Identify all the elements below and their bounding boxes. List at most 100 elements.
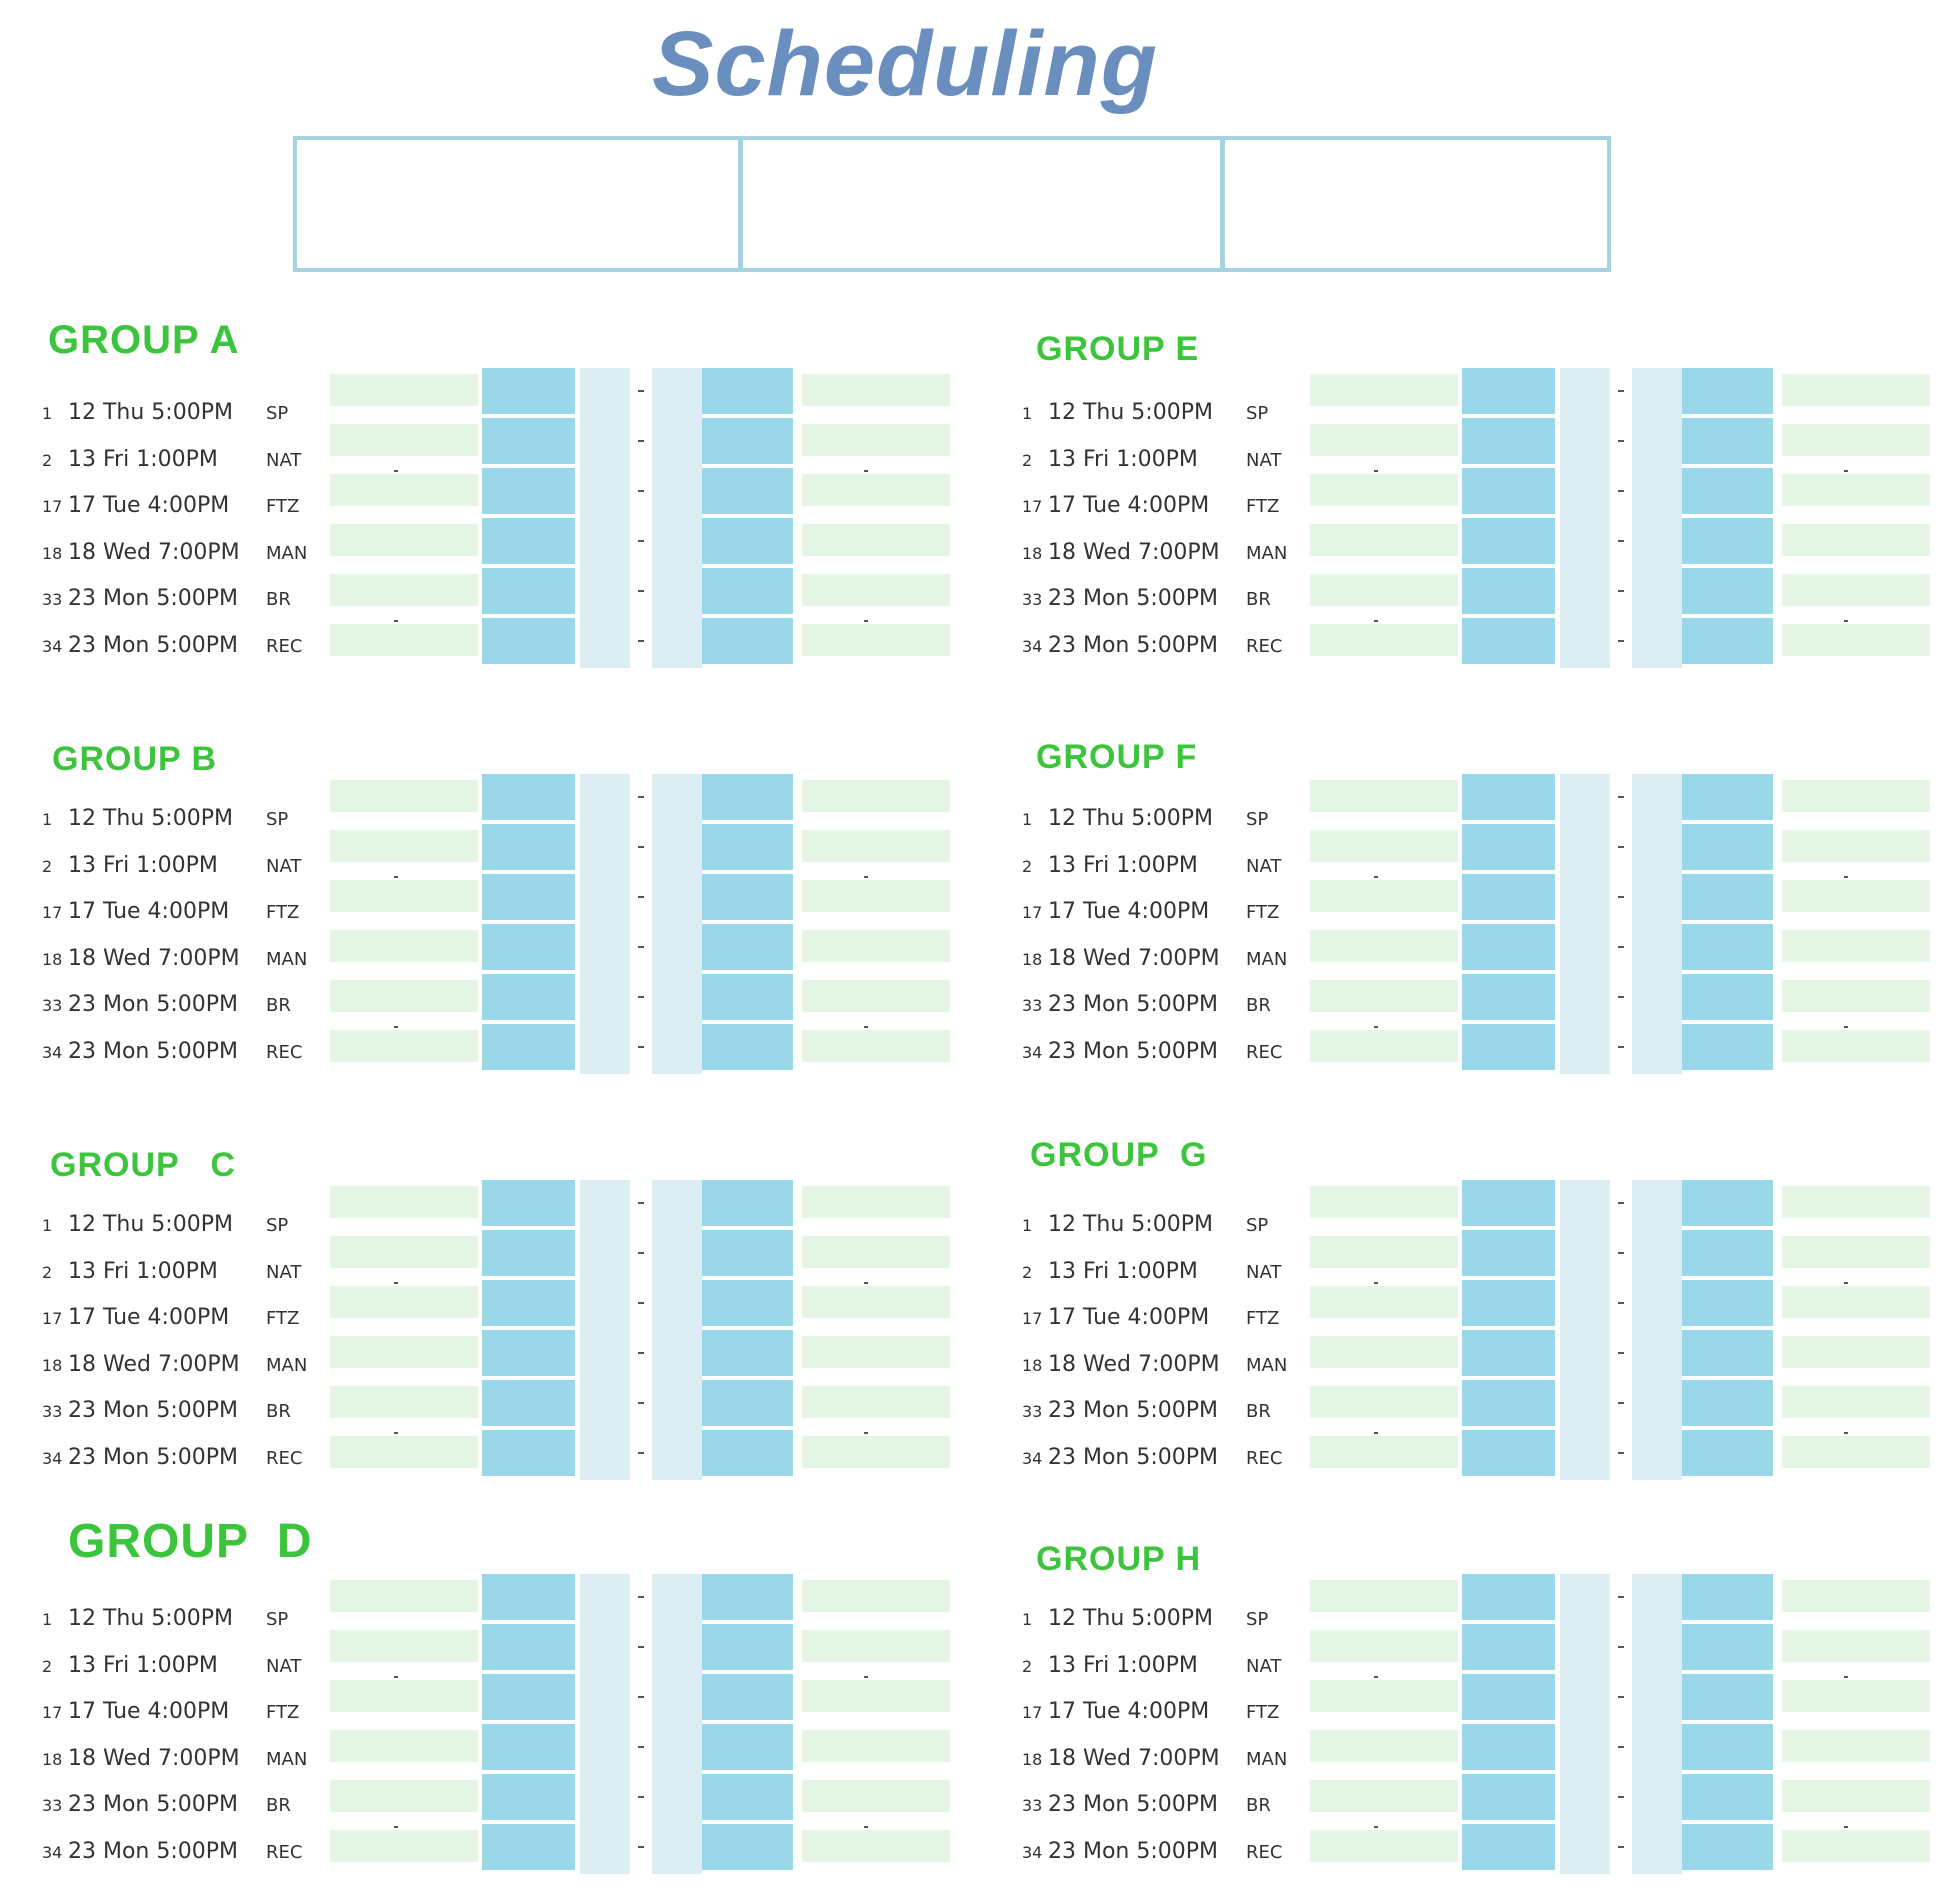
team-cell-home[interactable] [1462, 1230, 1555, 1276]
team-cell-home[interactable] [1462, 874, 1555, 920]
score-cell-home[interactable] [1310, 1186, 1458, 1218]
score-cell-away[interactable] [802, 374, 950, 406]
score-cell-away[interactable] [1782, 880, 1930, 912]
score-cell-home[interactable] [330, 424, 478, 456]
score-cell-home[interactable] [1310, 1830, 1458, 1862]
team-cell-home[interactable] [482, 518, 575, 564]
team-cell-away[interactable] [700, 468, 793, 514]
score-cell-home[interactable] [1310, 624, 1458, 656]
score-cell-home[interactable] [330, 1186, 478, 1218]
team-cell-home[interactable] [482, 1574, 575, 1620]
team-cell-away[interactable] [1680, 1774, 1773, 1820]
score-cell-away[interactable] [802, 1680, 950, 1712]
team-cell-away[interactable] [700, 1280, 793, 1326]
score-cell-home[interactable] [330, 1436, 478, 1468]
score-cell-home[interactable] [1310, 1236, 1458, 1268]
team-cell-home[interactable] [482, 874, 575, 920]
score-cell-away[interactable] [802, 524, 950, 556]
team-cell-away[interactable] [1680, 1380, 1773, 1426]
score-cell-home[interactable] [330, 1830, 478, 1862]
score-cell-home[interactable] [1310, 1436, 1458, 1468]
team-cell-home[interactable] [1462, 1724, 1555, 1770]
team-cell-away[interactable] [1680, 1674, 1773, 1720]
score-cell-home[interactable] [330, 374, 478, 406]
team-cell-away[interactable] [700, 1574, 793, 1620]
score-cell-home[interactable] [330, 880, 478, 912]
score-cell-away[interactable] [1782, 474, 1930, 506]
team-cell-home[interactable] [482, 924, 575, 970]
team-cell-home[interactable] [1462, 468, 1555, 514]
score-cell-home[interactable] [330, 1030, 478, 1062]
score-cell-away[interactable] [802, 980, 950, 1012]
team-cell-home[interactable] [1462, 1624, 1555, 1670]
team-cell-away[interactable] [700, 568, 793, 614]
score-cell-away[interactable] [1782, 1780, 1930, 1812]
team-cell-away[interactable] [1680, 924, 1773, 970]
score-cell-away[interactable] [802, 1436, 950, 1468]
score-cell-away[interactable] [802, 930, 950, 962]
team-cell-away[interactable] [700, 418, 793, 464]
team-cell-home[interactable] [1462, 924, 1555, 970]
team-cell-away[interactable] [700, 518, 793, 564]
team-cell-home[interactable] [1462, 974, 1555, 1020]
score-cell-away[interactable] [1782, 780, 1930, 812]
team-cell-away[interactable] [1680, 418, 1773, 464]
team-cell-home[interactable] [1462, 1574, 1555, 1620]
team-cell-away[interactable] [1680, 1430, 1773, 1476]
team-cell-home[interactable] [1462, 368, 1555, 414]
score-cell-home[interactable] [1310, 1336, 1458, 1368]
team-cell-away[interactable] [1680, 518, 1773, 564]
team-cell-home[interactable] [1462, 1330, 1555, 1376]
score-cell-home[interactable] [1310, 830, 1458, 862]
team-cell-home[interactable] [1462, 518, 1555, 564]
score-cell-home[interactable] [330, 1286, 478, 1318]
score-cell-away[interactable] [1782, 1286, 1930, 1318]
team-cell-home[interactable] [482, 418, 575, 464]
score-cell-away[interactable] [802, 1286, 950, 1318]
score-cell-home[interactable] [1310, 1286, 1458, 1318]
score-cell-home[interactable] [1310, 1030, 1458, 1062]
score-cell-home[interactable] [330, 1386, 478, 1418]
score-cell-home[interactable] [1310, 1730, 1458, 1762]
score-cell-home[interactable] [330, 1236, 478, 1268]
team-cell-home[interactable] [482, 1674, 575, 1720]
score-cell-away[interactable] [802, 1186, 950, 1218]
team-cell-away[interactable] [1680, 824, 1773, 870]
team-cell-away[interactable] [1680, 1280, 1773, 1326]
team-cell-away[interactable] [1680, 1724, 1773, 1770]
team-cell-away[interactable] [700, 1380, 793, 1426]
score-cell-away[interactable] [802, 880, 950, 912]
header-cell-2[interactable] [738, 140, 1220, 268]
team-cell-home[interactable] [1462, 1774, 1555, 1820]
score-cell-away[interactable] [802, 1030, 950, 1062]
score-cell-home[interactable] [330, 780, 478, 812]
header-cell-3[interactable] [1220, 140, 1607, 268]
score-cell-away[interactable] [802, 1830, 950, 1862]
team-cell-away[interactable] [700, 1180, 793, 1226]
score-cell-away[interactable] [802, 1780, 950, 1812]
score-cell-away[interactable] [1782, 930, 1930, 962]
team-cell-away[interactable] [1680, 974, 1773, 1020]
team-cell-home[interactable] [1462, 1430, 1555, 1476]
score-cell-home[interactable] [1310, 930, 1458, 962]
score-cell-away[interactable] [1782, 524, 1930, 556]
score-cell-away[interactable] [1782, 1030, 1930, 1062]
score-cell-home[interactable] [1310, 574, 1458, 606]
score-cell-away[interactable] [1782, 424, 1930, 456]
team-cell-away[interactable] [1680, 568, 1773, 614]
score-cell-home[interactable] [330, 1580, 478, 1612]
score-cell-home[interactable] [1310, 1780, 1458, 1812]
team-cell-home[interactable] [482, 1624, 575, 1670]
score-cell-home[interactable] [330, 980, 478, 1012]
score-cell-away[interactable] [802, 830, 950, 862]
score-cell-away[interactable] [1782, 830, 1930, 862]
score-cell-home[interactable] [330, 524, 478, 556]
score-cell-away[interactable] [1782, 374, 1930, 406]
team-cell-home[interactable] [1462, 568, 1555, 614]
score-cell-away[interactable] [802, 1336, 950, 1368]
score-cell-away[interactable] [1782, 1730, 1930, 1762]
score-cell-home[interactable] [330, 1730, 478, 1762]
score-cell-away[interactable] [1782, 1336, 1930, 1368]
score-cell-home[interactable] [1310, 880, 1458, 912]
team-cell-home[interactable] [1462, 618, 1555, 664]
